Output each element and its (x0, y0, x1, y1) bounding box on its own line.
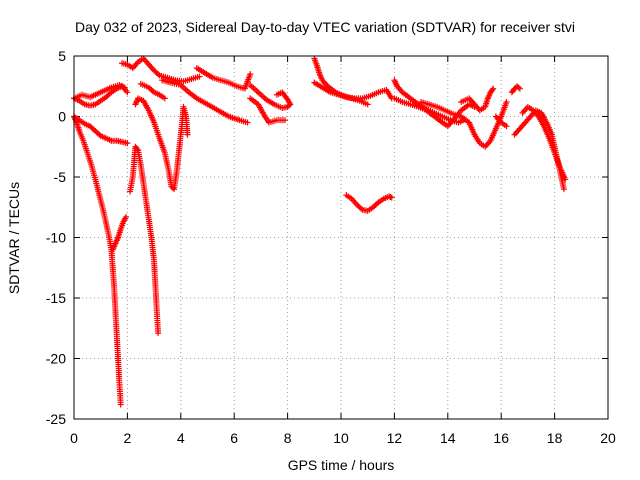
data-point (107, 90, 114, 97)
data-point (515, 84, 522, 91)
x-tick-label: 20 (600, 430, 616, 446)
series-sat-t (418, 98, 510, 150)
series-sat-m (247, 95, 288, 126)
series-sat-b (71, 82, 128, 102)
y-tick-label: -15 (46, 290, 66, 306)
data-point (281, 117, 288, 124)
series-sat-c (71, 113, 124, 408)
x-tick-label: 16 (493, 430, 509, 446)
series-sat-k (193, 65, 254, 92)
data-point (155, 330, 162, 337)
y-tick-label: -25 (46, 411, 66, 427)
series-sat-d (71, 113, 131, 147)
data-point (386, 193, 393, 200)
data-point (247, 71, 254, 78)
data-point (117, 401, 124, 408)
y-axis-label: SDTVAR / TECUs (6, 182, 22, 294)
x-tick-label: 2 (124, 430, 132, 446)
data-point (96, 131, 103, 138)
x-axis-label: GPS time / hours (288, 457, 395, 473)
data-point (516, 85, 523, 92)
series-sat-e (109, 213, 130, 253)
y-tick-label: -5 (54, 169, 67, 185)
data-point (562, 176, 569, 183)
x-tick-label: 0 (70, 430, 78, 446)
data-point (123, 213, 130, 220)
data-point (124, 140, 131, 147)
x-tick-label: 14 (440, 430, 456, 446)
series-sat-w (508, 83, 523, 96)
data-point (489, 86, 496, 93)
data-point (149, 88, 156, 95)
series-sat-s (391, 95, 478, 130)
data-point (134, 146, 141, 153)
data-point (387, 193, 394, 200)
series-sat-l (247, 82, 294, 112)
data-point (388, 194, 395, 201)
y-tick-label: -20 (46, 351, 66, 367)
data-point (184, 131, 191, 138)
series-sat-f (127, 143, 162, 337)
data-point (503, 123, 510, 130)
series-sat-o (311, 55, 371, 108)
series-sat-i (137, 80, 168, 102)
data-points (71, 55, 569, 408)
series-sat-j (159, 77, 251, 126)
series-sat-q (343, 192, 395, 214)
x-tick-label: 8 (284, 430, 292, 446)
series-sat-h (119, 55, 203, 85)
series-sat-u (458, 85, 497, 114)
data-point (155, 71, 162, 78)
data-point (121, 84, 128, 91)
data-point (161, 95, 168, 102)
data-point (490, 85, 497, 92)
series-sat-n (273, 89, 294, 108)
data-point (124, 89, 131, 96)
data-point (244, 119, 251, 126)
data-point (503, 98, 510, 105)
x-tick-label: 10 (333, 430, 349, 446)
y-tick-label: -10 (46, 230, 66, 246)
axis-ticks: 0 2 4 6 8 10 12 14 16 18 20 5 0 -5 -10 -15 -20 -25 (46, 48, 616, 446)
data-point (358, 205, 365, 212)
x-tick-label: 4 (177, 430, 185, 446)
series-sat-y (519, 103, 569, 183)
y-tick-label: 0 (58, 109, 66, 125)
data-point (364, 101, 371, 108)
data-point (374, 200, 381, 207)
x-tick-label: 12 (387, 430, 403, 446)
series-sat-g (132, 95, 191, 193)
data-point (287, 101, 294, 108)
x-tick-label: 6 (230, 430, 238, 446)
data-point (560, 186, 567, 193)
y-tick-label: 5 (58, 48, 66, 64)
series-sat-p (311, 79, 395, 102)
x-tick-label: 18 (547, 430, 563, 446)
plot-frame (73, 55, 609, 420)
data-point (196, 73, 203, 80)
series-sat-r (391, 77, 467, 126)
chart-title: Day 032 of 2023, Sidereal Day-to-day VTE… (75, 19, 575, 35)
series-sat-v (492, 113, 510, 130)
